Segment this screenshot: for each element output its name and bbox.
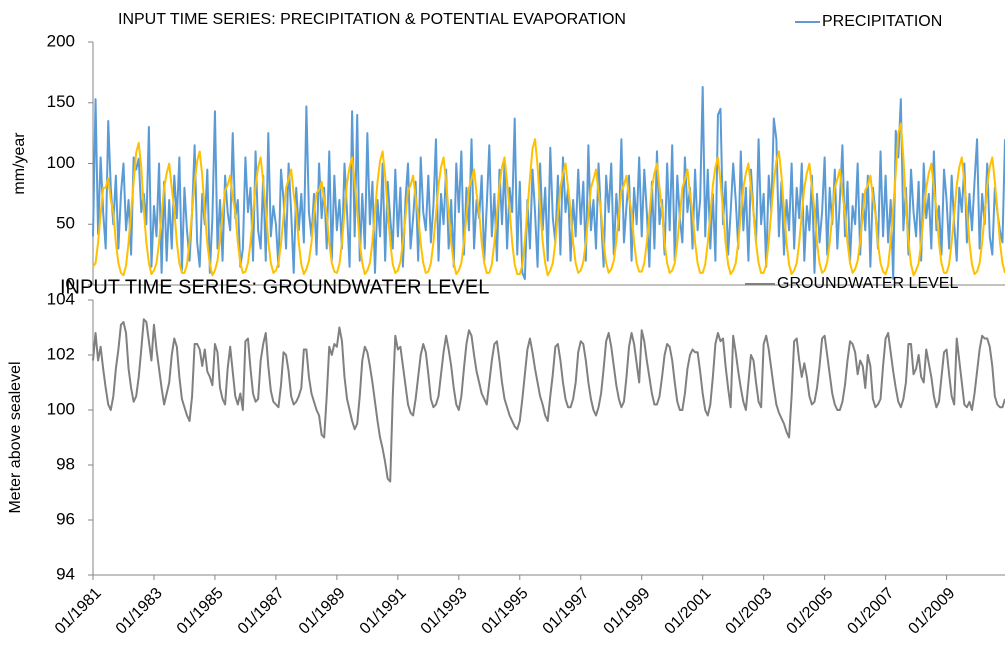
- series-line: [92, 318, 1005, 483]
- chart-title: INPUT TIME SERIES: PRECIPITATION & POTEN…: [118, 11, 626, 28]
- y-tick-label: 200: [47, 31, 75, 50]
- series-line: [92, 85, 1005, 280]
- y-tick-label: 104: [47, 289, 75, 308]
- x-tick-label: 01/1995: [479, 585, 532, 638]
- y-tick-label: 94: [56, 564, 75, 583]
- x-tick-label: 01/2009: [905, 585, 958, 638]
- x-tick-label: 01/1983: [113, 585, 166, 638]
- y-tick-label: 98: [56, 454, 75, 473]
- y-tick-label: 102: [47, 344, 75, 363]
- legend-label: PRECIPITATION: [822, 13, 942, 30]
- x-tick-label: 01/1981: [52, 585, 105, 638]
- x-tick-label: 01/1985: [174, 585, 227, 638]
- x-tick-label: 01/1987: [235, 585, 288, 638]
- y-axis-label: mm/year: [11, 132, 28, 195]
- x-tick-label: 01/1997: [540, 585, 593, 638]
- y-axis-label: Meter above sealevel: [7, 361, 24, 513]
- y-tick-label: 100: [47, 399, 75, 418]
- y-tick-label: 50: [56, 214, 75, 233]
- x-tick-label: 01/2005: [784, 585, 837, 638]
- legend-label: GROUNDWATER LEVEL: [777, 275, 958, 292]
- x-tick-label: 01/1999: [601, 585, 654, 638]
- y-tick-label: 100: [47, 153, 75, 172]
- y-tick-label: 96: [56, 509, 75, 528]
- x-tick-label: 01/1991: [357, 585, 410, 638]
- x-tick-label: 01/1993: [418, 585, 471, 638]
- x-tick-label: 01/1989: [296, 585, 349, 638]
- x-tick-label: 01/2007: [844, 585, 897, 638]
- x-tick-label: 01/2003: [723, 585, 776, 638]
- y-tick-label: 150: [47, 92, 75, 111]
- series-line: [92, 122, 1005, 277]
- y-tick-label: 0: [66, 274, 75, 293]
- x-tick-label: 01/2001: [662, 585, 715, 638]
- chart-title: INPUT TIME SERIES: GROUNDWATER LEVEL: [60, 276, 489, 298]
